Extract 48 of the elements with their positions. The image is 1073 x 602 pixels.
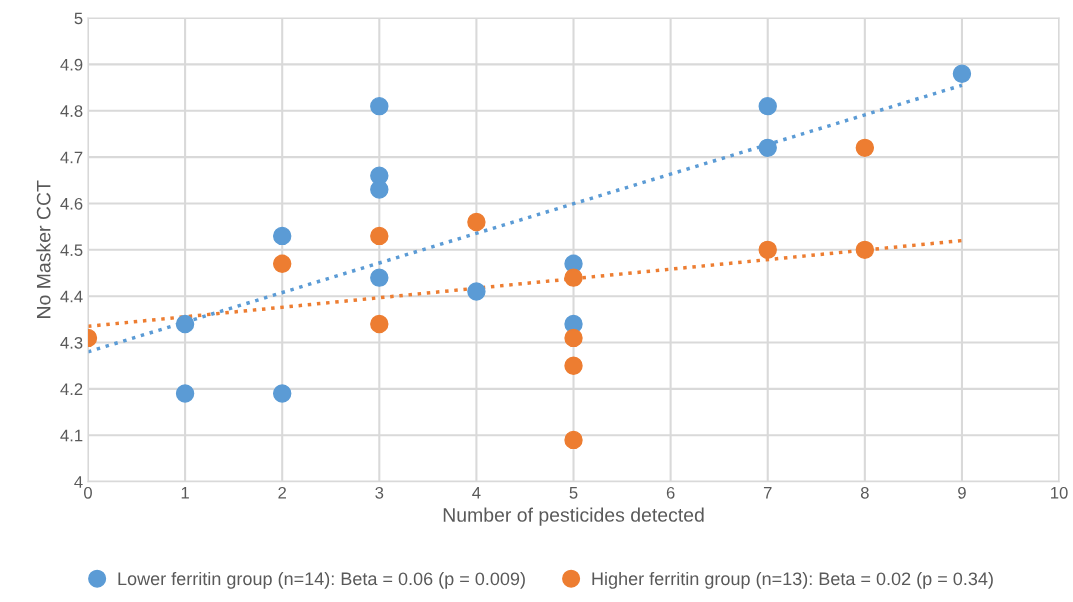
point xyxy=(564,328,583,348)
x-tick-label: 2 xyxy=(278,486,286,499)
point xyxy=(467,212,486,232)
x-tick-label: 3 xyxy=(375,486,384,499)
point xyxy=(855,138,875,158)
y-tick-label: 4.7 xyxy=(60,151,83,164)
point xyxy=(272,254,292,273)
x-tick-label: 9 xyxy=(958,486,966,499)
point xyxy=(175,314,195,334)
point xyxy=(467,282,486,301)
point xyxy=(564,430,583,450)
y-tick-label: 4.6 xyxy=(60,197,83,210)
point xyxy=(564,356,583,375)
y-axis-title: No Masker CCT xyxy=(36,180,51,318)
point xyxy=(272,226,292,246)
x-tick-label: 10 xyxy=(1051,486,1068,499)
x-tick-label: 6 xyxy=(666,486,675,499)
point xyxy=(370,314,389,334)
legend-label: Lower ferritin group (n=14): Beta = 0.06 (p = 0.009) xyxy=(118,571,525,589)
point xyxy=(758,240,777,260)
x-tick-label: 7 xyxy=(763,487,772,499)
point xyxy=(370,226,389,246)
y-tick-label: 4.2 xyxy=(60,383,83,395)
y-tick-label: 4.9 xyxy=(60,58,83,71)
point xyxy=(370,268,389,287)
point xyxy=(272,384,292,403)
point xyxy=(370,96,389,116)
point xyxy=(758,96,777,116)
point xyxy=(855,240,875,260)
x-tick-label: 1 xyxy=(181,487,189,499)
y-tick-label: 4.3 xyxy=(60,336,83,349)
y-tick-label: 4.8 xyxy=(60,105,83,117)
x-axis-title: Number of pesticides detected xyxy=(443,507,704,526)
x-tick-label: 8 xyxy=(860,486,869,499)
y-tick-label: 4.4 xyxy=(60,290,83,303)
x-tick-label: 0 xyxy=(84,486,92,499)
y-tick-label: 5 xyxy=(74,12,83,25)
x-tick-label: 5 xyxy=(569,487,578,499)
point xyxy=(564,268,583,287)
y-tick-label: 4 xyxy=(74,476,83,488)
legend-label: Higher ferritin group (n=13): Beta = 0.02 (p = 0.34) xyxy=(592,571,993,589)
point xyxy=(175,384,195,403)
point xyxy=(370,180,389,199)
y-tick-label: 4.5 xyxy=(60,244,83,257)
point xyxy=(758,138,777,158)
point xyxy=(952,64,972,83)
y-tick-label: 4.1 xyxy=(60,429,83,442)
x-tick-label: 4 xyxy=(472,487,481,499)
